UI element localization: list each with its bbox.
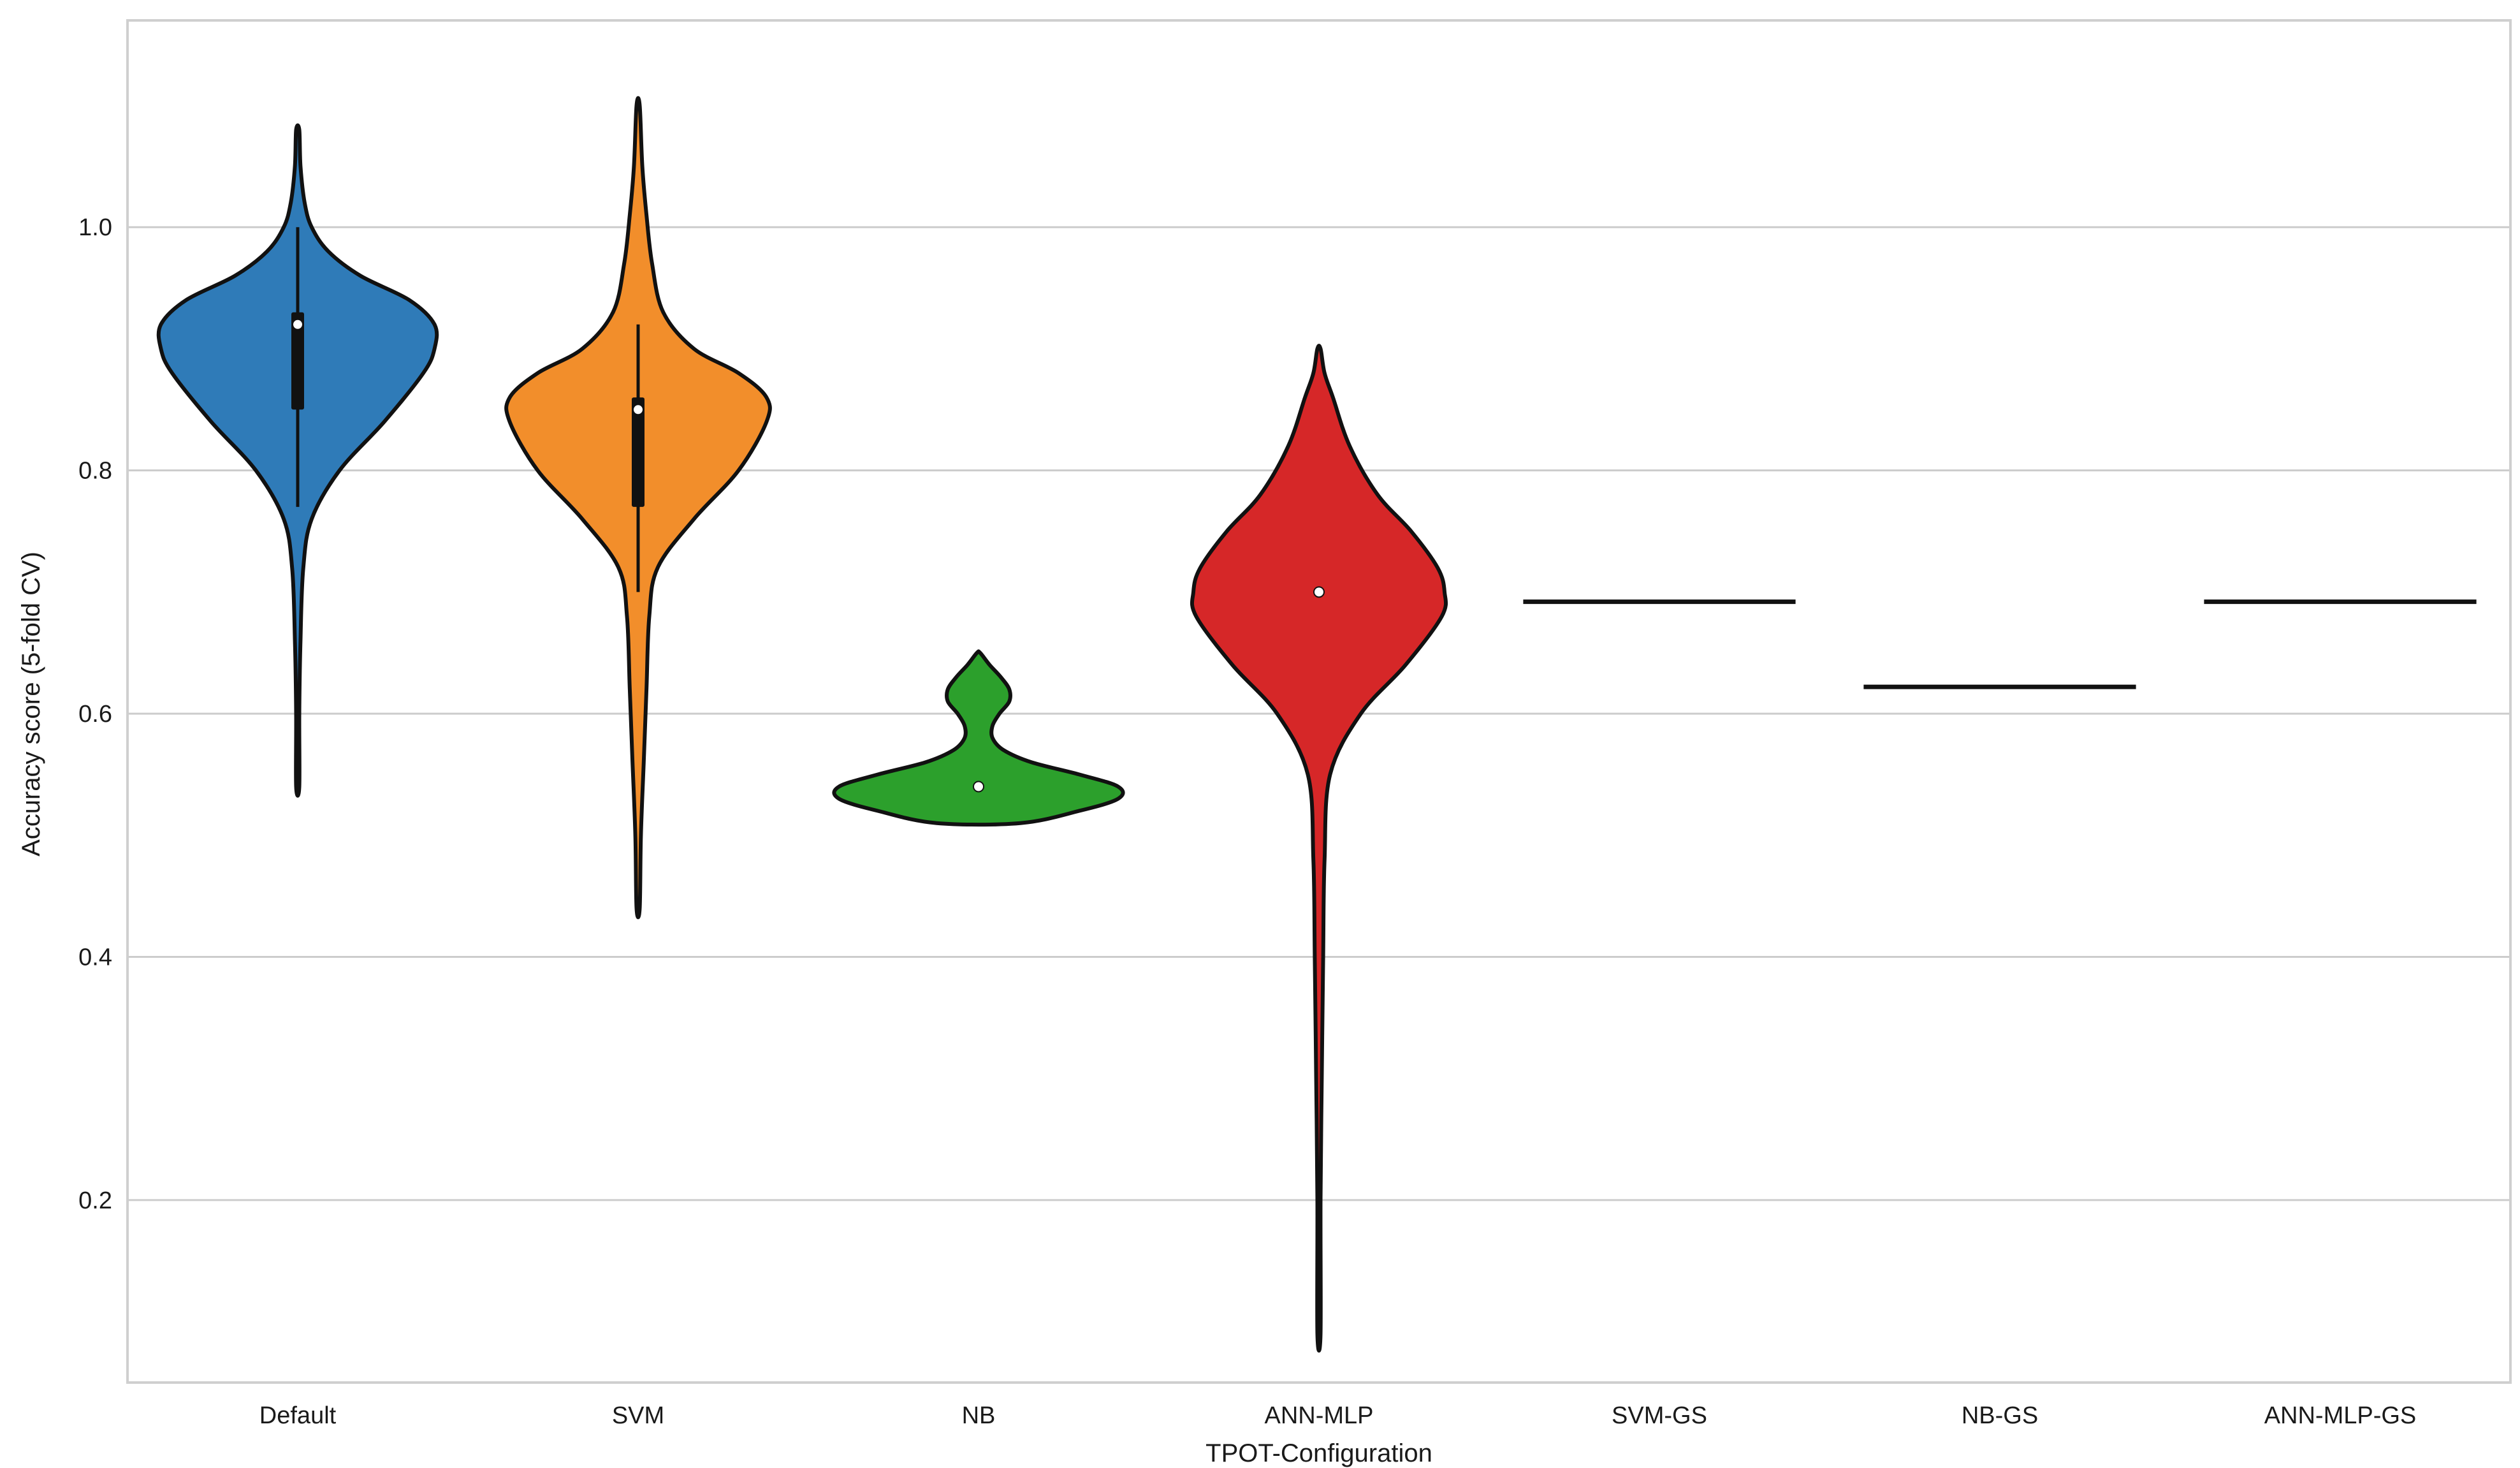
median-marker-svm bbox=[632, 404, 644, 416]
violin-svm bbox=[504, 96, 772, 920]
violin-nb bbox=[832, 649, 1125, 827]
y-tick-label: 0.4 bbox=[78, 944, 112, 971]
x-tick-labels: Default SVM NB ANN-MLP SVM-GS NB-GS ANN-MLP-GS bbox=[259, 1402, 2416, 1429]
x-axis-title: TPOT-Configuration bbox=[1205, 1439, 1432, 1467]
x-tick-label: NB bbox=[962, 1402, 996, 1429]
x-tick-label: SVM bbox=[612, 1402, 664, 1429]
iqr-box-svm bbox=[632, 397, 645, 507]
violin-body-ann-mlp bbox=[1190, 344, 1448, 1353]
violin-default bbox=[156, 123, 439, 798]
y-tick-labels: 0.2 0.4 0.6 0.8 1.0 bbox=[78, 214, 112, 1214]
violin-body-nb bbox=[832, 649, 1125, 827]
x-tick-label: Default bbox=[259, 1402, 337, 1429]
y-tick-label: 0.6 bbox=[78, 701, 112, 728]
y-tick-label: 0.2 bbox=[78, 1187, 112, 1214]
x-tick-label: SVM-GS bbox=[1612, 1402, 1707, 1429]
violin-ann-mlp bbox=[1190, 344, 1448, 1353]
x-tick-label: NB-GS bbox=[1962, 1402, 2038, 1429]
plot-frame bbox=[126, 19, 2512, 1384]
x-tick-label: ANN-MLP-GS bbox=[2264, 1402, 2417, 1429]
iqr-box-default bbox=[291, 312, 304, 410]
median-marker-ann-mlp bbox=[1313, 586, 1325, 598]
y-tick-label: 0.8 bbox=[78, 458, 112, 485]
y-tick-label: 1.0 bbox=[78, 214, 112, 241]
y-axis-title: Accuracy score (5-fold CV) bbox=[17, 552, 45, 856]
violins bbox=[156, 96, 2477, 1353]
median-marker-nb bbox=[973, 781, 984, 793]
median-marker-default bbox=[292, 318, 303, 330]
x-tick-label: ANN-MLP bbox=[1264, 1402, 1373, 1429]
